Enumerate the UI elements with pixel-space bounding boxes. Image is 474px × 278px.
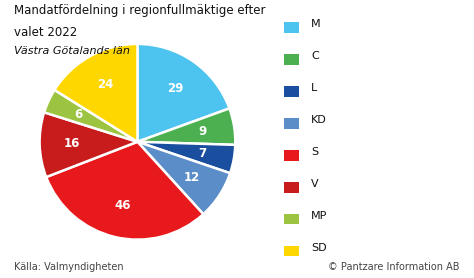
Wedge shape [40, 112, 137, 177]
Text: V: V [311, 179, 319, 189]
Wedge shape [137, 142, 230, 214]
Wedge shape [55, 44, 137, 142]
Text: 9: 9 [198, 125, 206, 138]
Text: 24: 24 [98, 78, 114, 91]
Text: S: S [311, 147, 319, 157]
Text: valet 2022: valet 2022 [14, 26, 77, 39]
Wedge shape [46, 142, 203, 240]
Wedge shape [44, 90, 137, 142]
Wedge shape [137, 44, 229, 142]
Text: L: L [311, 83, 318, 93]
Text: C: C [311, 51, 319, 61]
Text: Mandatfördelning i regionfullmäktige efter: Mandatfördelning i regionfullmäktige eft… [14, 4, 266, 17]
Text: KD: KD [311, 115, 327, 125]
Text: Västra Götalands län: Västra Götalands län [14, 46, 130, 56]
Text: SD: SD [311, 243, 327, 253]
Text: 7: 7 [198, 147, 206, 160]
Text: MP: MP [311, 211, 328, 221]
Wedge shape [137, 108, 235, 145]
Text: 46: 46 [114, 199, 131, 212]
Text: © Pantzare Information AB: © Pantzare Information AB [328, 262, 460, 272]
Wedge shape [137, 142, 235, 173]
Text: 16: 16 [64, 137, 80, 150]
Text: 29: 29 [167, 82, 183, 95]
Text: 12: 12 [184, 171, 201, 184]
Text: Källa: Valmyndigheten: Källa: Valmyndigheten [14, 262, 124, 272]
Text: M: M [311, 19, 321, 29]
Text: 6: 6 [74, 108, 82, 121]
